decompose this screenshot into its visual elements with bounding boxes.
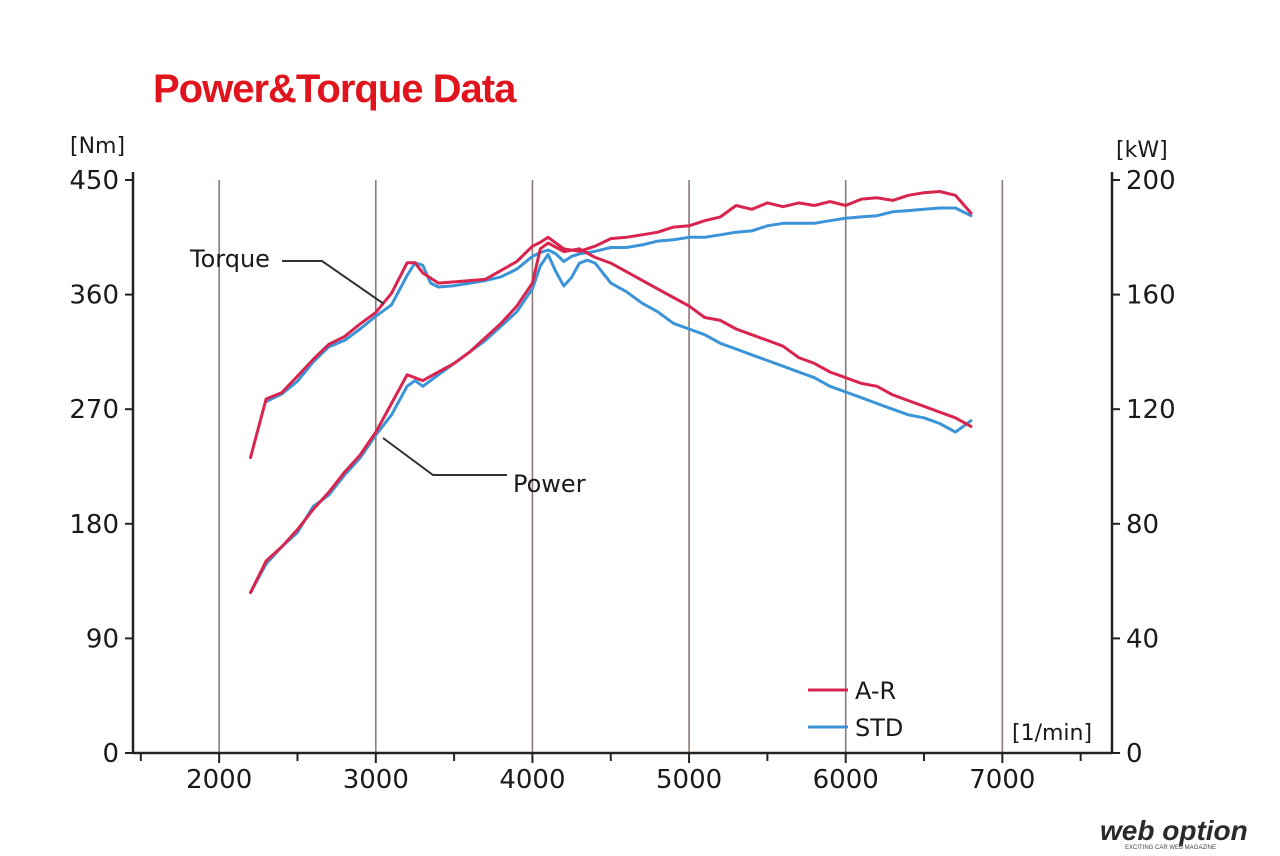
x-tick-label-5000: 5000	[656, 765, 722, 795]
x-tick-label-4000: 4000	[499, 765, 565, 795]
watermark-tagline: EXCITING CAR WEB MAGAZINE	[1125, 845, 1216, 851]
y-right-tick-label-160: 160	[1126, 281, 1176, 311]
power-annotation-leader	[382, 437, 507, 476]
y-right-tick-label-80: 80	[1126, 510, 1159, 540]
y-right-tick-label-40: 40	[1126, 624, 1159, 654]
torque-annotation: Torque	[189, 245, 385, 305]
y-left-tick-label-90: 90	[86, 624, 119, 654]
axes: 2000 3000 4000 5000 6000 7000 0 90 180 270 360 450 0…	[69, 166, 1175, 795]
watermark: web option EXCITING CAR WEB MAGAZINE	[1100, 815, 1248, 851]
torque-annotation-leader	[282, 260, 385, 305]
y-left-tick-label-0: 0	[102, 739, 119, 769]
x-tick-label-6000: 6000	[813, 765, 879, 795]
x-tick-label-3000: 3000	[343, 765, 409, 795]
legend: A-R STD	[808, 677, 903, 742]
series-layer	[249, 190, 973, 595]
x-tick-label-2000: 2000	[186, 765, 252, 795]
y-left-tick-label-450: 450	[69, 166, 119, 196]
watermark-logo: web option	[1100, 815, 1248, 846]
y-left-tick-label-270: 270	[69, 395, 119, 425]
legend-label-std: STD	[855, 714, 903, 742]
chart-title: Power&Torque Data	[153, 67, 517, 111]
y-right-tick-label-120: 120	[1126, 395, 1176, 425]
y-right-tick-label-0: 0	[1126, 739, 1143, 769]
vertical-gridlines	[218, 180, 1004, 753]
x-tick-label-7000: 7000	[969, 765, 1035, 795]
y-left-unit-label: [Nm]	[70, 134, 125, 159]
power-annotation: Power	[382, 437, 586, 498]
y-right-tick-label-200: 200	[1126, 166, 1176, 196]
series-a-r-power-line	[249, 241, 973, 595]
x-unit-label: [1/min]	[1012, 721, 1092, 746]
torque-annotation-label: Torque	[189, 245, 270, 273]
series-std-torque-line	[264, 206, 973, 404]
legend-label-a-r: A-R	[855, 677, 896, 705]
y-left-tick-label-360: 360	[69, 281, 119, 311]
series-a-r-torque-line	[249, 190, 973, 460]
y-right-unit-label: [kW]	[1116, 138, 1168, 163]
power-annotation-label: Power	[513, 470, 586, 498]
y-left-tick-label-180: 180	[69, 510, 119, 540]
series-std-power-line	[249, 253, 973, 595]
